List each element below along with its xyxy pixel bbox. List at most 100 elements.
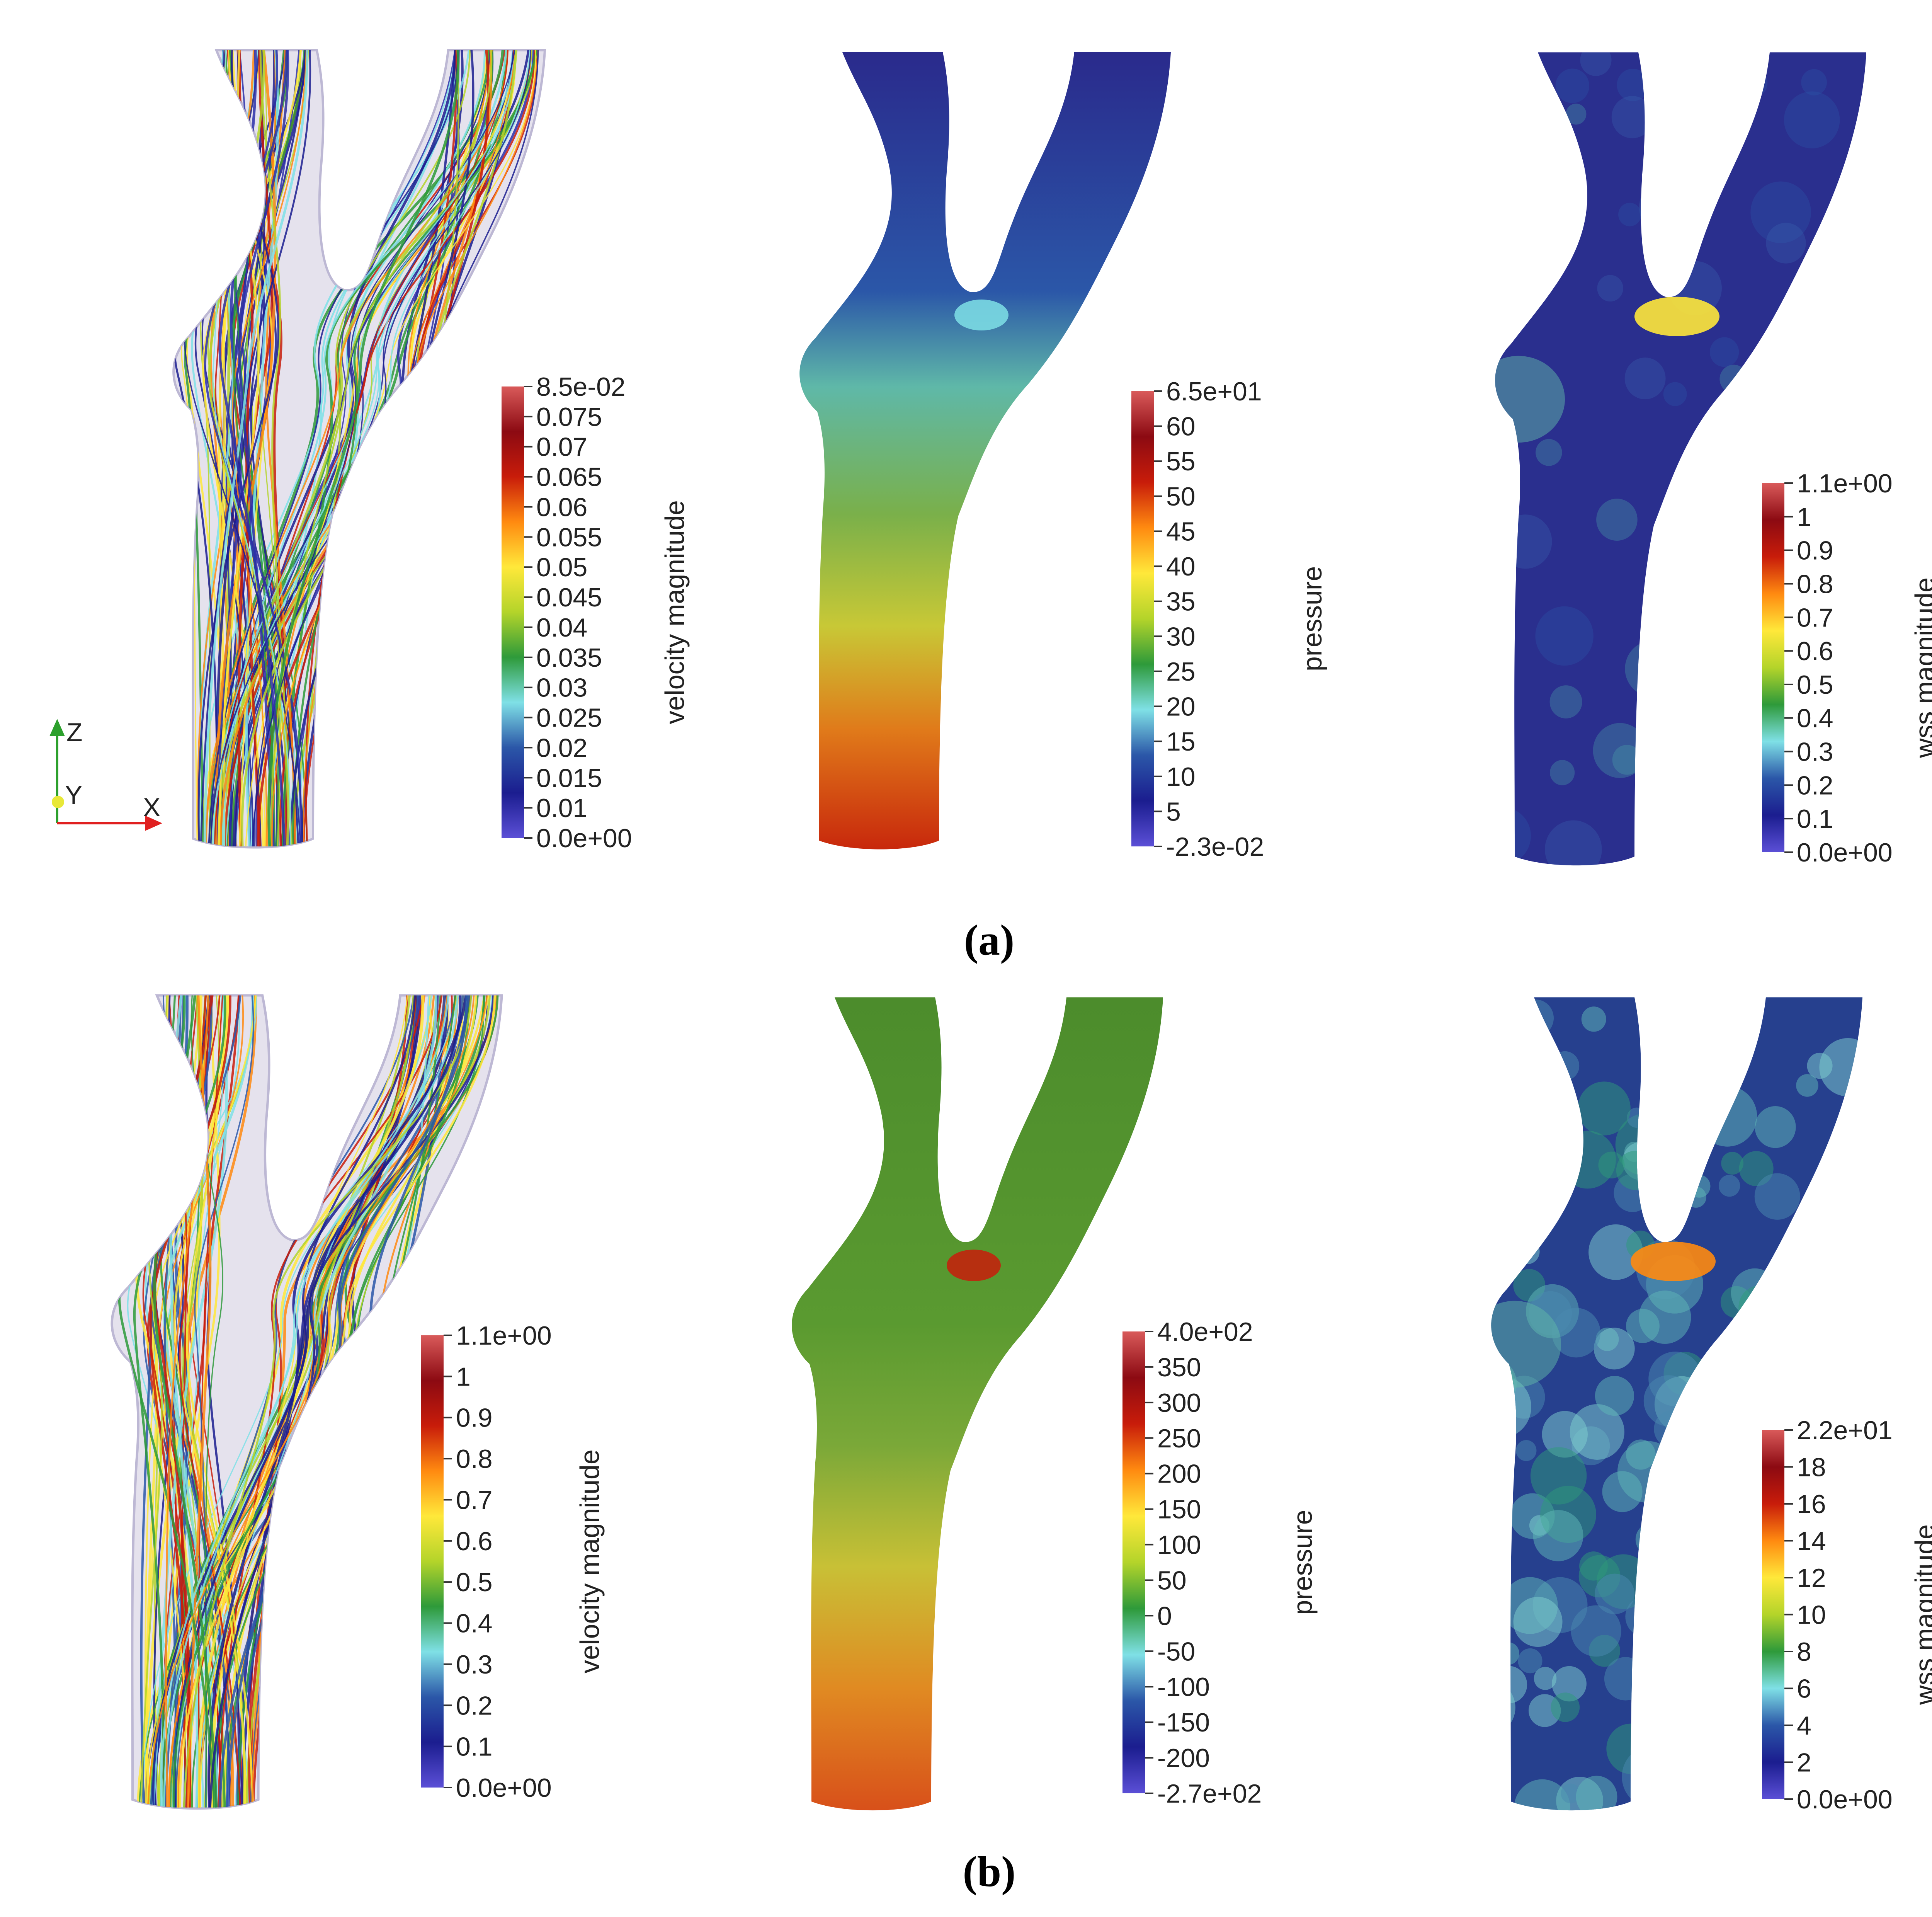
colorbar-tick-label: 6 [1797,1674,1811,1704]
colorbar-tick-label: 350 [1157,1353,1201,1382]
vessel-geometry [111,994,503,1810]
colorbar-tick-label: 0.035 [536,643,602,672]
colorbar-tick-label: 0.2 [1797,771,1833,800]
colorbar-tick-label: 0.8 [1797,569,1833,599]
colorbar-gradient [421,1335,444,1788]
colorbar-tick-label: 0.7 [1797,603,1833,632]
colorbar-tick-label: 10 [1166,762,1196,792]
colorbar-gradient [1122,1331,1145,1793]
colorbar-tick-label: 50 [1157,1566,1187,1595]
axis-y-label: Y [65,780,82,810]
colorbar-tick-label: -200 [1157,1743,1210,1773]
colorbar-tick-label: 0.045 [536,583,602,612]
colorbar-a-wss: 1.1e+00 1 0.9 0.8 0.7 0.6 0.5 0.4 0.3 0.2 0.1 0.0e+… [1762,469,1932,867]
colorbar-tick-label: -100 [1157,1672,1210,1702]
colorbar-tick-label: 0.9 [456,1403,493,1433]
vessel-pressure-a [799,52,1171,850]
colorbar-tick-label: 0 [1157,1601,1172,1631]
colorbar-tick-label: 0.8 [456,1444,493,1474]
row-b: 1.1e+00 1 0.9 0.8 0.7 0.6 0.5 0.4 0.3 0.2 0.1 0.0e+… [111,994,1932,1896]
panel-a-pressure: 6.5e+01 60 55 50 45 40 35 30 25 20 15 10 5 -2.3e-02 pr… [799,52,1327,861]
colorbar-tick-label: 0.07 [536,432,587,462]
colorbar-tick-label: 0.4 [1797,704,1833,733]
colorbar-tick-label: 1.1e+00 [456,1321,552,1350]
colorbar-tick-label: 0.03 [536,673,587,703]
colorbar-tick-label: 15 [1166,727,1196,756]
panel-b-wss: 2.2e+01 18 16 14 12 10 8 6 4 2 0.0e+00 wss magnitud… [1491,997,1932,1814]
axis-z-label: Z [66,718,83,747]
colorbar-title: wss magnitude [1910,577,1932,758]
colorbar-tick-label: 0.7 [456,1485,493,1515]
colorbar-tick-label: 0.025 [536,703,602,733]
colorbar-tick-label: 0.2 [456,1691,493,1720]
colorbar-b-wss: 2.2e+01 18 16 14 12 10 8 6 4 2 0.0e+00 wss magnitud… [1762,1416,1932,1814]
colorbar-tick-label: 0.055 [536,523,602,552]
vessel-geometry [172,49,546,849]
colorbar-title: velocity magnitude [660,500,690,724]
colorbar-tick-label: -2.3e-02 [1166,832,1264,861]
colorbar-b-pressure: 4.0e+02 350 300 250 200 150 100 50 0 -50 -100 -150 -… [1122,1317,1318,1808]
colorbar-tick-label: 0.02 [536,733,587,763]
colorbar-tick-label: 200 [1157,1459,1201,1489]
colorbar-tick-label: 35 [1166,587,1196,616]
panel-b-velocity: 1.1e+00 1 0.9 0.8 0.7 0.6 0.5 0.4 0.3 0.2 0.1 0.0e+… [111,994,605,1810]
panel-a-velocity: Z Y X 8.5e-020.0750.070.0650.060.0550.05… [49,49,690,853]
colorbar-tick-label: 0.05 [536,553,587,582]
colorbar-tick-label: 0.01 [536,793,587,823]
panel-b-pressure: 4.0e+02 350 300 250 200 150 100 50 0 -50 -100 -150 -… [792,997,1318,1811]
row-a: Z Y X 8.5e-020.0750.070.0650.060.0550.05… [49,49,1932,964]
colorbar-title: wss magnitude [1910,1524,1932,1705]
colorbar-tick-label: 30 [1166,622,1196,651]
colorbar-gradient [1131,391,1154,846]
colorbar-tick-label: 0.075 [536,402,602,432]
caption-a: (a) [964,916,1015,964]
colorbar-tick-label: 0.015 [536,763,602,793]
colorbar-tick-label: 100 [1157,1531,1201,1560]
colorbar-tick-label: 2 [1797,1748,1811,1777]
axis-x-label: X [143,793,160,822]
colorbar-title: pressure [1297,566,1327,671]
colorbar-tick-label: 4 [1797,1711,1811,1740]
colorbar-tick-label: 0.1 [456,1732,493,1762]
colorbar-tick-label: 20 [1166,692,1196,722]
vessel-geometry [799,52,1171,850]
vessel-wss-b [1491,997,1862,1811]
colorbar-tick-label: 5 [1166,797,1181,826]
panel-a-wss: 1.1e+00 1 0.9 0.8 0.7 0.6 0.5 0.4 0.3 0.2 0.1 0.0e+… [1495,52,1932,867]
colorbar-tick-label: 45 [1166,517,1196,546]
colorbar-tick-label: -50 [1157,1637,1195,1666]
colorbar-tick-label: 16 [1797,1490,1826,1519]
colorbar-tick-label: 0.0e+00 [1797,838,1893,867]
vessel-streamlines-a [172,49,546,849]
colorbar-tick-label: 14 [1797,1527,1826,1556]
colorbar-gradient [1762,483,1784,852]
colorbar-b-velocity: 1.1e+00 1 0.9 0.8 0.7 0.6 0.5 0.4 0.3 0.2 0.1 0.0e+… [421,1321,605,1803]
colorbar-tick-label: 0.0e+00 [456,1773,552,1803]
colorbar-tick-label: -150 [1157,1708,1210,1737]
colorbar-tick-label: 1.1e+00 [1797,469,1893,498]
vessel-pressure-b [792,997,1163,1811]
colorbar-tick-label: 0.06 [536,492,587,522]
colorbar-tick-label: 25 [1166,657,1196,686]
colorbar-a-pressure: 6.5e+01 60 55 50 45 40 35 30 25 20 15 10 5 -2.3e-02 pr… [1131,377,1327,861]
colorbar-tick-label: 300 [1157,1388,1201,1418]
colorbar-tick-label: 40 [1166,552,1196,581]
colorbar-tick-label: 18 [1797,1453,1826,1482]
colorbar-tick-label: 0.6 [456,1527,493,1556]
vessel-streamlines-b [111,994,503,1810]
colorbar-tick-label: 6.5e+01 [1166,377,1262,406]
colorbar-tick-label: 1 [456,1362,471,1391]
colorbar-tick-label: 12 [1797,1563,1826,1593]
colorbar-tick-label: 0.0e+00 [1797,1785,1893,1814]
colorbar-tick-label: -2.7e+02 [1157,1779,1262,1808]
colorbar-tick-label: 0.065 [536,463,602,492]
colorbar-tick-label: 50 [1166,482,1196,511]
colorbar-tick-label: 0.5 [456,1568,493,1597]
colorbar-tick-label: 0.04 [536,613,587,642]
colorbar-a-velocity: 8.5e-020.0750.070.0650.060.0550.050.0450… [502,372,690,853]
colorbar-tick-label: 250 [1157,1424,1201,1453]
colorbar-gradient [1762,1430,1784,1799]
vessel-geometry [1495,52,1866,866]
colorbar-tick-label: 4.0e+02 [1157,1317,1253,1347]
